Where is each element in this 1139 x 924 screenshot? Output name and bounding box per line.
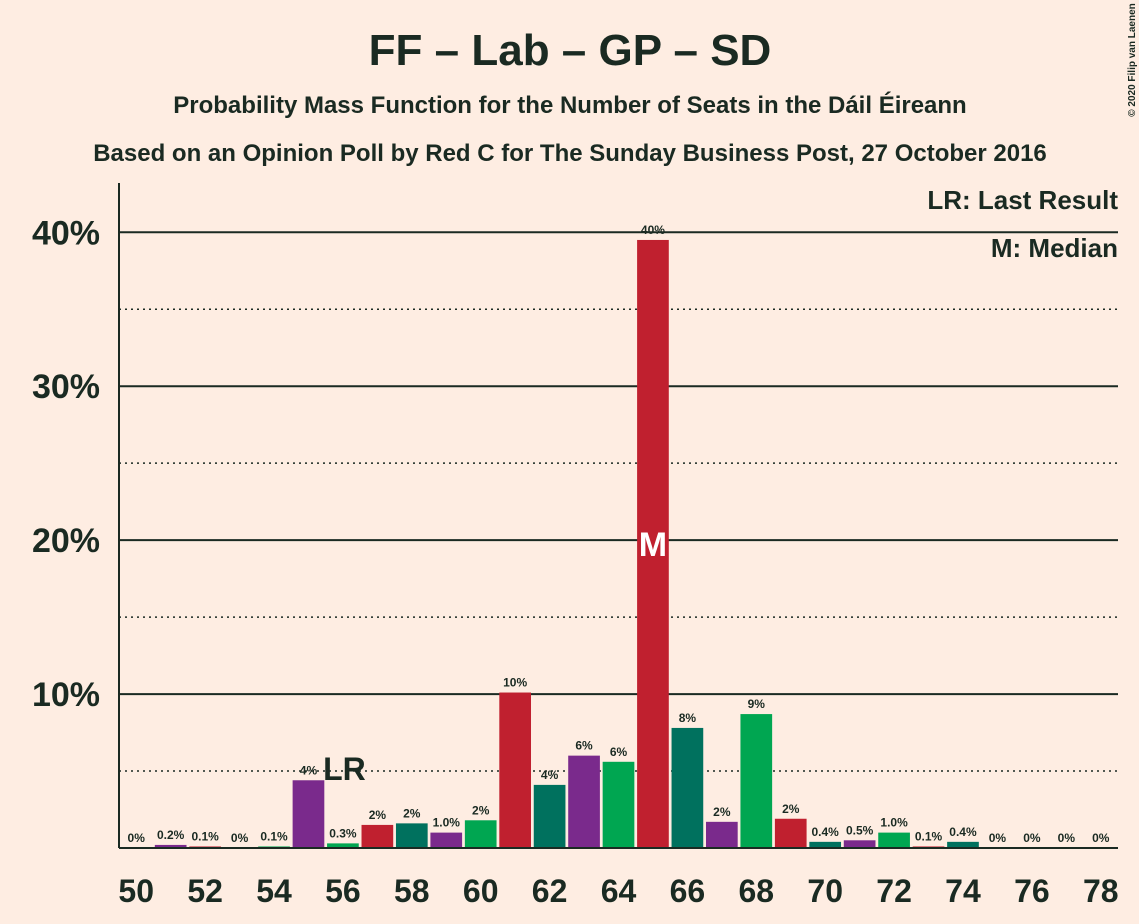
value-label: 4%: [300, 763, 318, 777]
bar: [602, 761, 635, 848]
bar: [878, 832, 910, 848]
last-result-marker: LR: [323, 751, 366, 787]
bar: [740, 714, 773, 848]
value-label: 0.1%: [260, 829, 288, 843]
median-marker: M: [639, 526, 667, 564]
chart-subtitle: Based on an Opinion Poll by Red C for Th…: [93, 140, 1047, 167]
bar: [774, 818, 807, 848]
bar: [499, 692, 532, 848]
value-label: 0.4%: [949, 825, 977, 839]
value-label: 2%: [782, 802, 800, 816]
x-tick-label: 54: [256, 873, 292, 909]
value-label: 1.0%: [880, 816, 908, 830]
value-label: 0%: [231, 831, 249, 845]
value-label: 0.5%: [846, 823, 874, 837]
bar: [464, 820, 497, 848]
value-label: 2%: [403, 806, 421, 820]
x-tick-label: 78: [1083, 873, 1119, 909]
value-label: 40%: [641, 223, 665, 237]
value-label: 0.3%: [329, 826, 357, 840]
bar: [533, 784, 566, 848]
x-tick-label: 52: [187, 873, 223, 909]
x-tick-label: 76: [1014, 873, 1050, 909]
x-tick-label: 68: [738, 873, 774, 909]
value-label: 8%: [679, 711, 697, 725]
value-label: 0.1%: [191, 829, 219, 843]
value-label: 6%: [575, 739, 593, 753]
x-tick-label: 62: [532, 873, 568, 909]
y-tick-label: 30%: [32, 368, 100, 406]
legend-entry: LR: Last Result: [927, 185, 1118, 215]
value-label: 6%: [610, 745, 628, 759]
bar: [947, 841, 979, 848]
bar: [843, 840, 876, 848]
y-tick-label: 40%: [32, 214, 100, 252]
legend-entry: M: Median: [991, 233, 1118, 263]
chart-subtitle: Probability Mass Function for the Number…: [173, 91, 966, 119]
bar: [361, 824, 394, 848]
bar: [327, 843, 359, 848]
chart-title: FF – Lab – GP – SD: [369, 26, 772, 75]
y-tick-label: 10%: [32, 676, 100, 714]
value-label: 0%: [1023, 831, 1041, 845]
value-label: 1.0%: [433, 816, 461, 830]
x-tick-label: 72: [876, 873, 912, 909]
x-tick-label: 58: [394, 873, 430, 909]
value-label: 2%: [369, 808, 387, 822]
value-label: 10%: [503, 676, 527, 690]
value-label: 0%: [989, 831, 1007, 845]
x-tick-label: 66: [670, 873, 706, 909]
bar: [705, 821, 738, 848]
x-tick-label: 50: [118, 873, 154, 909]
bar: [809, 841, 842, 848]
value-label: 4%: [541, 768, 559, 782]
value-label: 0%: [128, 831, 146, 845]
bar: [568, 755, 600, 848]
value-label: 0.2%: [157, 828, 185, 842]
x-tick-label: 56: [325, 873, 361, 909]
value-label: 0%: [1058, 831, 1076, 845]
value-label: 2%: [713, 805, 731, 819]
bar: [671, 727, 704, 848]
copyright: © 2020 Filip van Laenen: [1127, 3, 1138, 117]
bar: [637, 239, 669, 848]
value-label: 9%: [748, 697, 766, 711]
y-tick-label: 20%: [32, 522, 100, 560]
bar: [430, 832, 463, 848]
value-label: 0%: [1092, 831, 1110, 845]
bar: [395, 823, 428, 848]
x-tick-label: 60: [463, 873, 499, 909]
x-tick-label: 70: [807, 873, 843, 909]
value-label: 0.1%: [915, 829, 943, 843]
value-label: 2%: [472, 803, 490, 817]
x-tick-label: 64: [601, 873, 637, 909]
x-tick-label: 74: [945, 873, 981, 909]
bar: [292, 780, 325, 848]
value-label: 0.4%: [812, 825, 840, 839]
bar: [154, 844, 187, 848]
